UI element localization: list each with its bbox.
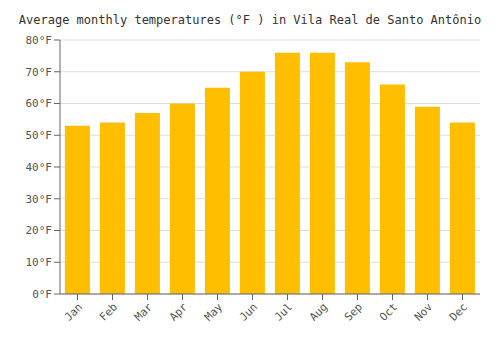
svg-text:70°F: 70°F — [26, 66, 53, 79]
svg-text:Apr: Apr — [167, 300, 191, 324]
svg-text:Nov: Nov — [412, 300, 436, 324]
svg-text:Aug: Aug — [307, 300, 330, 323]
svg-text:40°F: 40°F — [26, 161, 53, 174]
svg-text:Oct: Oct — [377, 300, 400, 323]
svg-text:0°F: 0°F — [32, 288, 52, 301]
svg-text:30°F: 30°F — [26, 193, 53, 206]
svg-text:Sep: Sep — [342, 300, 365, 323]
svg-text:10°F: 10°F — [26, 256, 53, 269]
svg-text:May: May — [202, 300, 226, 324]
svg-text:Jan: Jan — [62, 300, 85, 323]
svg-text:50°F: 50°F — [26, 129, 53, 142]
svg-text:Mar: Mar — [132, 300, 156, 324]
svg-text:Jun: Jun — [237, 300, 260, 323]
svg-text:60°F: 60°F — [26, 97, 53, 110]
svg-text:Dec: Dec — [447, 300, 470, 323]
svg-text:20°F: 20°F — [26, 224, 53, 237]
svg-text:Feb: Feb — [97, 300, 120, 323]
html-text:Average monthly temperatures (: Average monthly temperatures (°F ) in Vi… — [18, 13, 482, 27]
svg-text:Jul: Jul — [272, 300, 295, 323]
svg-text:80°F: 80°F — [26, 34, 53, 47]
